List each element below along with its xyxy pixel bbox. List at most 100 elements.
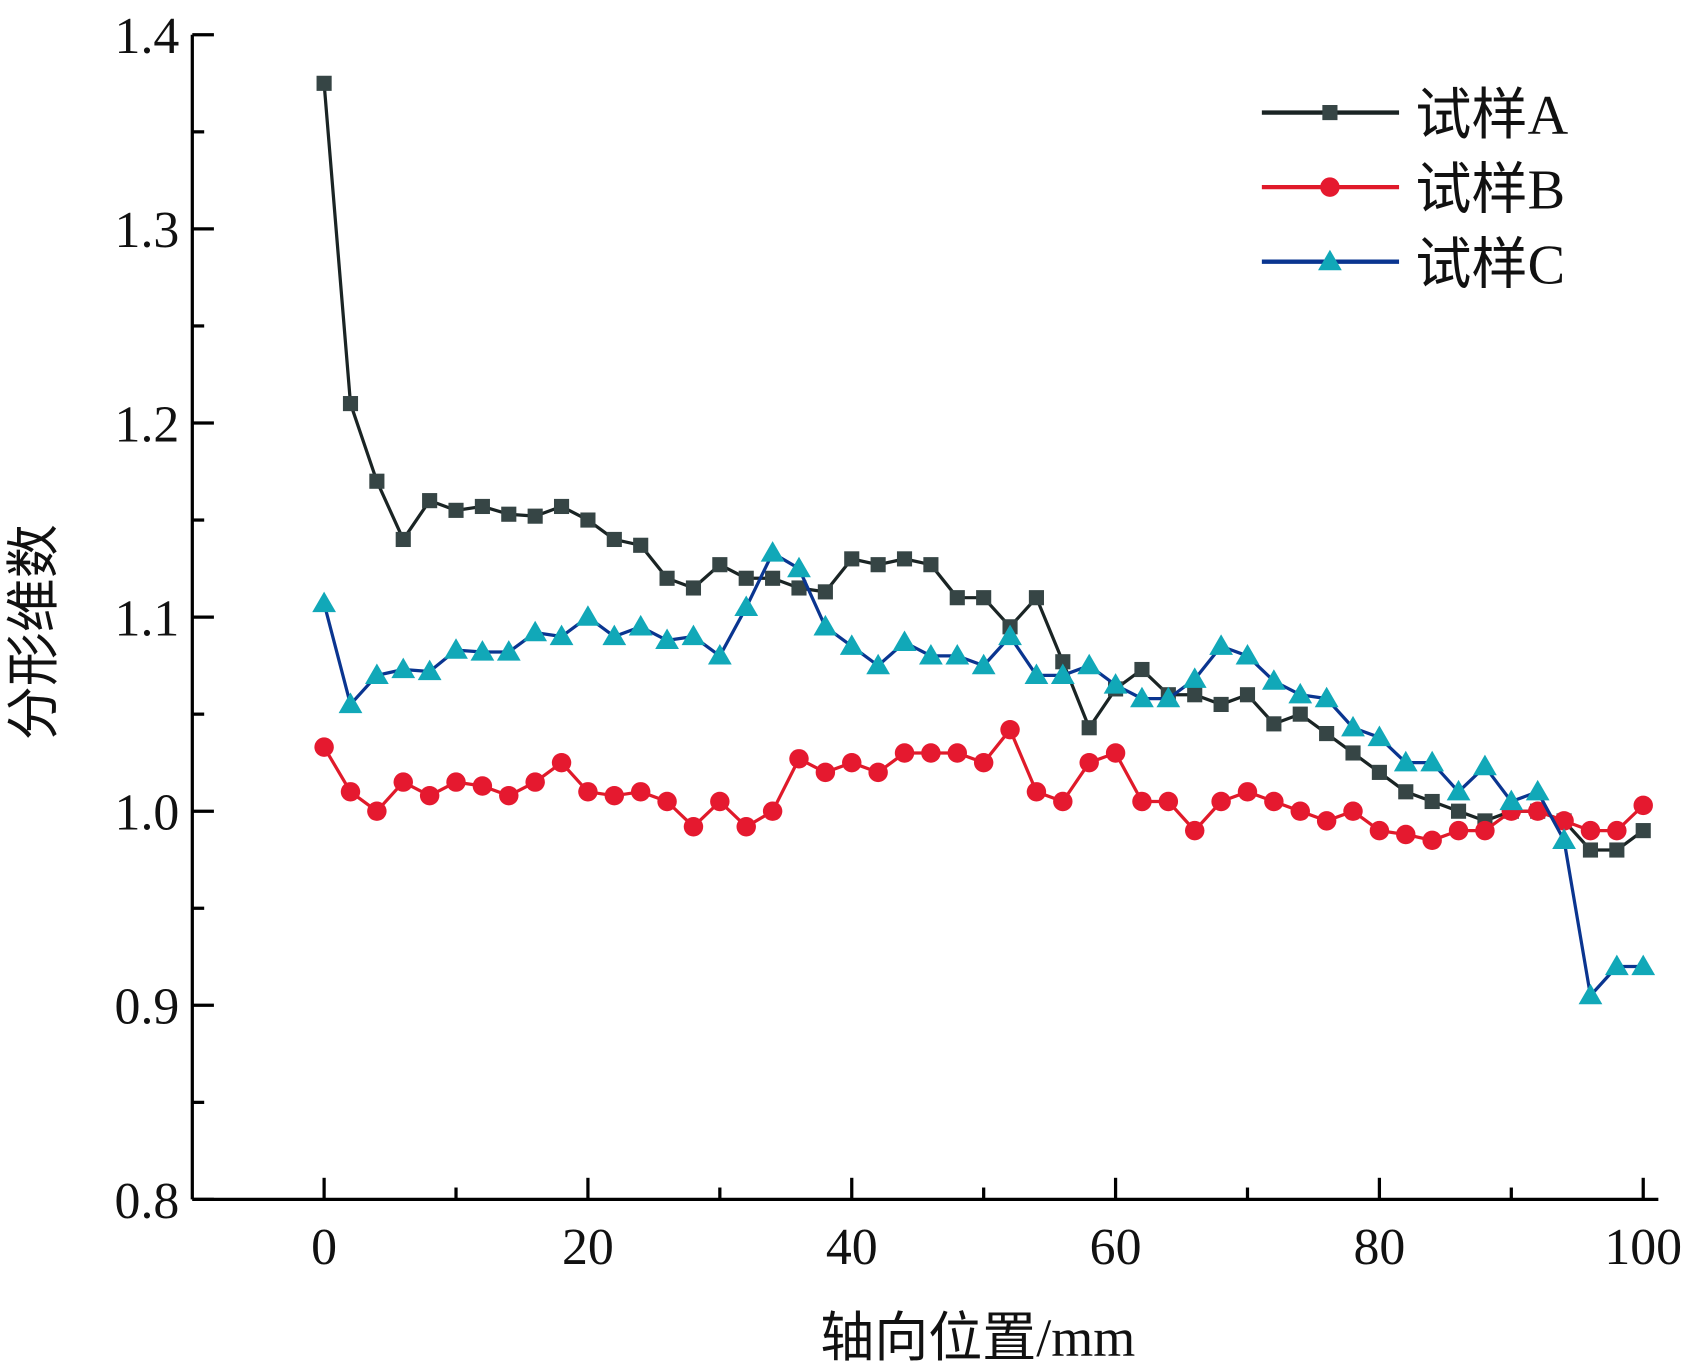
triangle-marker [1393,750,1418,772]
y-axis-label: 分形维数 [4,524,64,740]
legend-item: 试样C [1261,234,1565,296]
circle-marker [1079,752,1099,773]
circle-marker [1448,820,1469,841]
square-marker [422,493,438,509]
circle-marker [1316,811,1337,831]
square-marker [316,75,332,91]
triangle-marker [919,644,943,665]
triangle-marker [549,624,574,646]
triangle-marker [760,541,785,562]
triangle-marker [1446,779,1471,801]
circle-marker [762,801,783,821]
square-marker [659,570,675,586]
circle-marker [1554,811,1574,831]
circle-marker [1320,177,1340,197]
square-marker [817,584,833,600]
triangle-marker [417,659,442,681]
circle-marker [1369,820,1390,841]
square-marker [1028,590,1044,606]
series-group [312,75,1656,1005]
circle-marker [367,801,387,821]
triangle-marker [1182,667,1207,688]
square-marker [1319,725,1335,742]
circle-marker [736,817,756,837]
triangle-marker [1103,673,1128,694]
triangle-marker [602,624,627,646]
square-marker [976,590,992,606]
triangle-marker [655,628,679,650]
square-marker [738,570,754,586]
y-tick-label: 1.1 [115,590,180,647]
series-line [322,728,1645,842]
triangle-marker [1024,663,1049,684]
square-marker [1266,716,1282,732]
x-axis-label: 轴向位置/mm [820,1308,1135,1366]
circle-marker [551,752,572,773]
triangle-marker [1552,828,1576,849]
circle-marker [393,772,413,792]
triangle-marker [734,595,759,617]
triangle-marker [391,657,416,679]
square-marker [1134,661,1150,678]
x-tick-label: 60 [1090,1219,1142,1276]
y-tick-label: 1.4 [115,8,180,65]
circle-marker [815,762,836,783]
circle-marker [683,817,704,837]
circle-marker [578,782,598,802]
circle-marker [657,791,677,812]
square-marker [342,396,359,412]
triangle-marker [628,614,653,636]
triangle-marker [1473,754,1497,776]
square-marker [844,551,860,567]
circle-marker [1396,824,1416,845]
triangle-marker [1288,682,1313,704]
square-marker [685,580,702,596]
square-marker [791,580,807,596]
square-marker [949,590,965,606]
square-marker [1424,793,1440,810]
triangle-marker [1341,715,1365,737]
x-tick-label: 20 [562,1219,614,1276]
y-tick-label: 0.9 [115,979,180,1036]
triangle-marker [523,620,548,642]
triangle-marker [866,653,891,675]
square-marker [1292,706,1308,722]
square-marker [1609,842,1625,858]
triangle-marker [1130,686,1154,708]
square-marker [527,508,543,524]
square-marker [474,498,490,515]
circle-marker [973,752,994,773]
triangle-marker [444,638,468,659]
triangle-marker [1209,634,1233,655]
y-tick-label: 0.8 [115,1173,180,1230]
triangle-marker [1578,983,1603,1005]
triangle-marker [1261,669,1286,690]
square-marker [1371,764,1387,780]
square-marker [765,570,781,586]
circle-marker [314,737,334,757]
square-marker [448,502,464,518]
circle-marker [604,785,625,806]
legend-label: 试样C [1415,234,1565,296]
triangle-marker [681,624,706,646]
square-marker [1187,687,1203,703]
triangle-marker [1235,644,1260,665]
square-marker [1635,823,1651,839]
circle-marker [1053,791,1073,812]
triangle-marker [1631,954,1656,976]
circle-marker [1633,795,1653,816]
circle-marker [525,772,545,792]
legend-item: 试样B [1261,160,1565,222]
square-marker [1582,842,1599,858]
x-tick-label: 0 [311,1219,337,1276]
circle-marker [472,776,493,796]
triangle-marker [496,640,521,661]
square-marker [580,512,596,528]
circle-marker [1132,791,1152,812]
circle-marker [1000,719,1020,740]
circle-marker [1580,820,1601,841]
square-marker [501,506,517,522]
axes: 0.8 0.9 1.0 1.1 1.2 1.3 1.4 0 20 40 60 80 100 [115,8,1683,1276]
triangle-marker [971,653,996,675]
